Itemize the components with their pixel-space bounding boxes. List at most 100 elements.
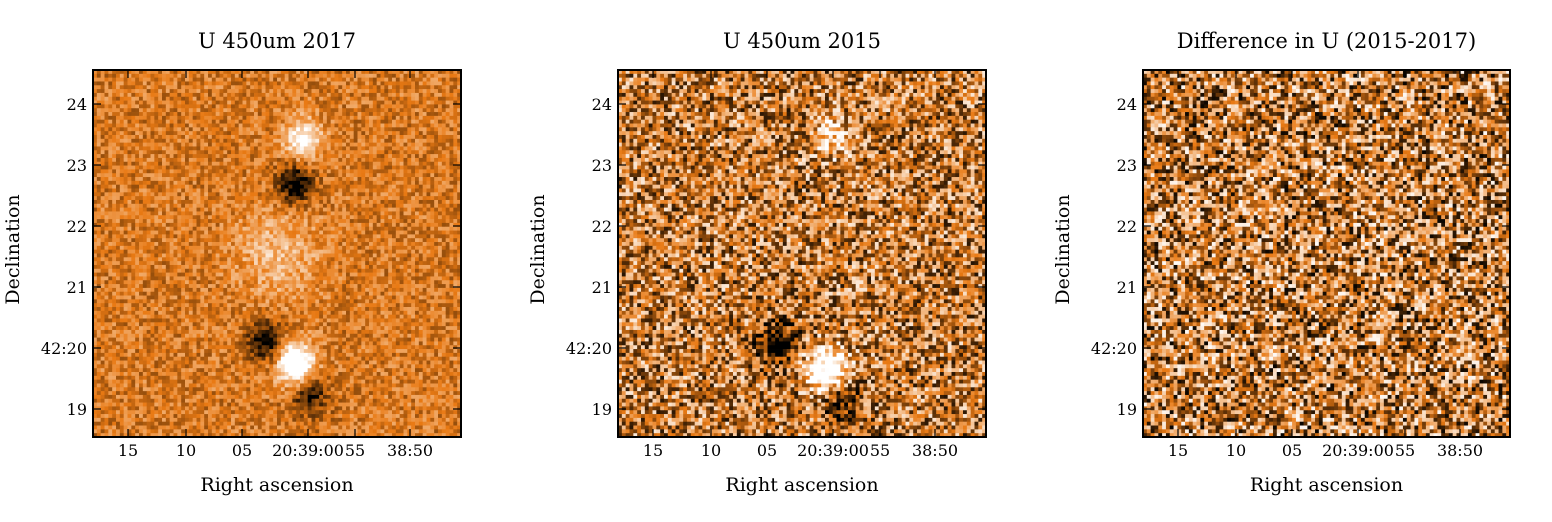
heatmap-cell <box>346 226 351 231</box>
heatmap-cell <box>219 134 224 140</box>
heatmap-cell <box>139 222 144 228</box>
heatmap-cell <box>292 123 297 128</box>
heatmap-cell <box>434 142 439 147</box>
heatmap-cell <box>219 123 224 128</box>
heatmap-cell <box>215 85 220 90</box>
heatmap-cell <box>127 115 132 121</box>
heatmap-cell <box>181 249 186 254</box>
heatmap-cell <box>376 150 381 155</box>
heatmap-cell <box>269 112 274 117</box>
heatmap-cell <box>457 203 462 208</box>
heatmap-cell <box>269 238 274 243</box>
heatmap-cell <box>300 257 305 262</box>
heatmap-cell <box>108 257 113 262</box>
heatmap-cell <box>319 169 324 174</box>
heatmap-cell <box>257 188 263 193</box>
heatmap-cell <box>422 123 427 128</box>
heatmap-cell <box>196 264 201 270</box>
heatmap-cell <box>242 238 247 243</box>
heatmap-cell <box>334 150 339 155</box>
heatmap-cell <box>100 134 105 140</box>
heatmap-cell <box>277 257 282 262</box>
heatmap-cell <box>93 180 98 186</box>
heatmap-cell <box>384 70 389 75</box>
heatmap-cell <box>108 264 113 270</box>
heatmap-cell <box>150 180 155 186</box>
heatmap-cell <box>150 104 155 109</box>
heatmap-cell <box>231 234 236 239</box>
heatmap-cell <box>104 96 109 101</box>
heatmap-cell <box>330 245 335 251</box>
heatmap-cell <box>119 165 125 170</box>
heatmap-cell <box>445 92 450 98</box>
heatmap-cell <box>242 242 247 247</box>
heatmap-cell <box>211 203 217 208</box>
heatmap-cell <box>300 161 305 166</box>
heatmap-cell <box>411 253 416 258</box>
heatmap-cell <box>441 245 447 251</box>
heatmap-cell <box>353 81 358 86</box>
heatmap-cell <box>185 89 190 94</box>
heatmap-cell <box>438 192 443 197</box>
heatmap-cell <box>238 127 243 132</box>
heatmap-cell <box>181 100 186 105</box>
heatmap-cell <box>411 134 416 140</box>
heatmap-cell <box>365 70 370 75</box>
heatmap-cell <box>162 211 167 216</box>
heatmap-cell <box>242 173 247 178</box>
heatmap-cell <box>100 146 105 151</box>
heatmap-cell <box>192 96 197 101</box>
heatmap-cell <box>441 73 447 78</box>
heatmap-cell <box>392 199 397 205</box>
heatmap-cell <box>323 92 328 98</box>
heatmap-cell <box>123 161 128 166</box>
heatmap-cell <box>346 177 351 182</box>
heatmap-cell <box>242 188 247 193</box>
heatmap-cell <box>418 131 424 136</box>
heatmap-cell <box>438 119 443 124</box>
heatmap-cell <box>135 127 140 132</box>
heatmap-cell <box>326 89 332 94</box>
heatmap-cell <box>112 115 117 121</box>
heatmap-cell <box>135 257 140 262</box>
heatmap-cell <box>200 264 205 270</box>
heatmap-cell <box>108 89 113 94</box>
heatmap-cell <box>422 154 427 159</box>
heatmap-cell <box>204 131 209 136</box>
heatmap-cell <box>188 89 194 94</box>
heatmap-cell <box>246 70 251 75</box>
heatmap-cell <box>154 234 159 239</box>
heatmap-cell <box>361 85 366 90</box>
heatmap-cell <box>300 70 305 75</box>
heatmap-cell <box>342 184 347 189</box>
heatmap-cell <box>338 234 343 239</box>
heatmap-cell <box>426 215 431 220</box>
heatmap-cell <box>265 261 270 266</box>
heatmap-cell <box>231 73 236 78</box>
heatmap-cell <box>315 131 320 136</box>
heatmap-cell <box>246 138 251 143</box>
heatmap-cell <box>200 77 205 82</box>
heatmap-cell <box>208 157 213 163</box>
heatmap-cell <box>181 119 186 124</box>
heatmap-cell <box>96 192 102 197</box>
heatmap-cell <box>100 108 105 113</box>
heatmap-cell <box>342 173 347 178</box>
heatmap-cell <box>265 112 270 117</box>
heatmap-cell <box>376 245 381 251</box>
heatmap-cell <box>296 215 301 220</box>
heatmap-cell <box>269 249 274 254</box>
heatmap-cell <box>319 138 324 143</box>
heatmap-cell <box>395 104 401 109</box>
heatmap-cell <box>254 177 259 182</box>
heatmap-cell <box>330 134 335 140</box>
heatmap-cell <box>112 249 117 254</box>
heatmap-cell <box>349 150 355 155</box>
heatmap-cell <box>257 104 263 109</box>
heatmap-cell <box>438 157 443 163</box>
heatmap-cell <box>139 207 144 212</box>
heatmap-cell <box>169 211 174 216</box>
heatmap-cell <box>280 222 286 228</box>
heatmap-cell <box>108 131 113 136</box>
heatmap-cell <box>116 127 121 132</box>
